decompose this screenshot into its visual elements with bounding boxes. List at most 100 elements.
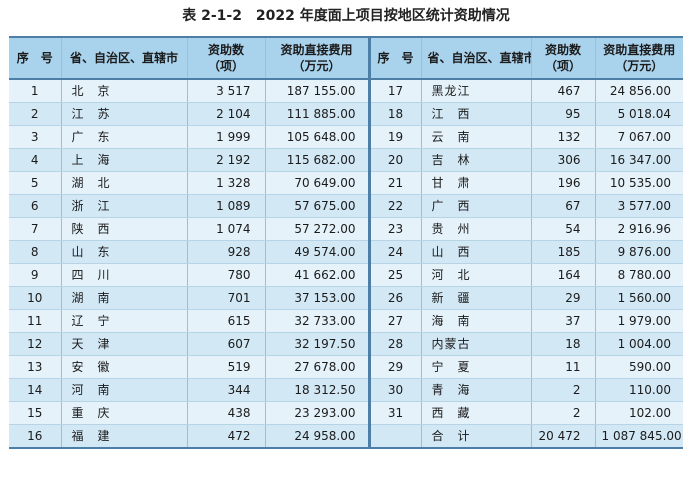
row-province-right: 新 疆 [421, 286, 532, 310]
row-count-right: 132 [531, 125, 596, 149]
row-fee-left: 111 885.00 [265, 102, 371, 126]
row-province-left: 湖 北 [61, 171, 188, 195]
row-province-right: 黑龙江 [421, 79, 532, 103]
row-province-left: 安 徽 [61, 355, 188, 379]
row-province-right: 青 海 [421, 378, 532, 402]
row-count-left: 1 074 [187, 217, 266, 241]
row-count-right: 67 [531, 194, 596, 218]
row-seq-left: 7 [9, 217, 62, 241]
row-seq-right: 20 [369, 148, 422, 172]
funding-by-region-table: 序 号 省、自治区、直辖市 资助数 （项） 资助直接费用 （万元） 序 号 省、… [9, 36, 683, 449]
row-fee-right: 8 780.00 [595, 263, 683, 287]
row-count-right: 11 [531, 355, 596, 379]
header-province-left: 省、自治区、直辖市 [61, 36, 188, 80]
funding-table-container: 序 号 省、自治区、直辖市 资助数 （项） 资助直接费用 （万元） 序 号 省、… [9, 36, 683, 489]
row-province-right: 西 藏 [421, 401, 532, 425]
header-seq-left: 序 号 [9, 36, 62, 80]
row-province-left: 天 津 [61, 332, 188, 356]
row-province-right: 内蒙古 [421, 332, 532, 356]
header-province-right: 省、自治区、直辖市 [421, 36, 532, 80]
row-seq-right: 30 [369, 378, 422, 402]
row-seq-left: 6 [9, 194, 62, 218]
row-seq-right: 31 [369, 401, 422, 425]
row-fee-right: 590.00 [595, 355, 683, 379]
row-count-right: 54 [531, 217, 596, 241]
table-row: 16 福 建 472 24 958.00 合 计 20 472 1 087 845.00 [9, 424, 683, 449]
row-count-left: 1 999 [187, 125, 266, 149]
row-seq-left: 12 [9, 332, 62, 356]
row-fee-left: 27 678.00 [265, 355, 371, 379]
row-count-left: 928 [187, 240, 266, 264]
header-fee-left-line1: 资助直接费用 [280, 43, 353, 57]
table-row: 12 天 津 607 32 197.50 28 内蒙古 18 1 004.00 [9, 332, 683, 356]
row-seq-left: 16 [9, 424, 62, 449]
row-count-right: 164 [531, 263, 596, 287]
row-province-left: 江 苏 [61, 102, 188, 126]
row-province-left: 广 东 [61, 125, 188, 149]
row-fee-left: 32 197.50 [265, 332, 371, 356]
row-fee-right: 1 979.00 [595, 309, 683, 333]
row-seq-left: 5 [9, 171, 62, 195]
row-fee-left: 57 675.00 [265, 194, 371, 218]
row-fee-left: 32 733.00 [265, 309, 371, 333]
row-count-right: 20 472 [531, 424, 596, 449]
row-province-right: 吉 林 [421, 148, 532, 172]
row-count-left: 344 [187, 378, 266, 402]
header-fee-right-line2: （万元） [615, 59, 664, 73]
row-fee-right: 10 535.00 [595, 171, 683, 195]
row-province-right: 海 南 [421, 309, 532, 333]
row-province-right: 云 南 [421, 125, 532, 149]
row-count-right: 306 [531, 148, 596, 172]
row-fee-left: 57 272.00 [265, 217, 371, 241]
row-seq-right: 24 [369, 240, 422, 264]
row-fee-right: 24 856.00 [595, 79, 683, 103]
row-fee-right: 9 876.00 [595, 240, 683, 264]
row-seq-left: 4 [9, 148, 62, 172]
row-fee-left: 41 662.00 [265, 263, 371, 287]
row-province-right: 河 北 [421, 263, 532, 287]
row-count-right: 2 [531, 401, 596, 425]
row-count-right: 196 [531, 171, 596, 195]
row-fee-right: 1 004.00 [595, 332, 683, 356]
header-seq-right: 序 号 [369, 36, 422, 80]
row-count-left: 615 [187, 309, 266, 333]
row-count-left: 701 [187, 286, 266, 310]
row-fee-right: 102.00 [595, 401, 683, 425]
header-fee-right-line1: 资助直接费用 [603, 43, 676, 57]
table-row: 10 湖 南 701 37 153.00 26 新 疆 29 1 560.00 [9, 286, 683, 310]
table-row: 14 河 南 344 18 312.50 30 青 海 2 110.00 [9, 378, 683, 402]
table-row: 11 辽 宁 615 32 733.00 27 海 南 37 1 979.00 [9, 309, 683, 333]
table-title: 表 2-1-2 2022 年度面上项目按地区统计资助情况 [182, 8, 510, 24]
row-seq-left: 8 [9, 240, 62, 264]
row-seq-right: 26 [369, 286, 422, 310]
row-count-left: 780 [187, 263, 266, 287]
header-fee-left-line2: （万元） [292, 59, 341, 73]
header-count-right-line1: 资助数 [544, 43, 581, 57]
table-header-row: 序 号 省、自治区、直辖市 资助数 （项） 资助直接费用 （万元） 序 号 省、… [9, 36, 683, 80]
row-fee-right: 7 067.00 [595, 125, 683, 149]
row-count-left: 519 [187, 355, 266, 379]
row-fee-left: 37 153.00 [265, 286, 371, 310]
row-seq-right: 19 [369, 125, 422, 149]
row-seq-left: 13 [9, 355, 62, 379]
row-seq-right: 27 [369, 309, 422, 333]
row-fee-left: 187 155.00 [265, 79, 371, 103]
row-count-left: 3 517 [187, 79, 266, 103]
row-seq-left: 9 [9, 263, 62, 287]
row-seq-right: 18 [369, 102, 422, 126]
row-fee-right: 110.00 [595, 378, 683, 402]
row-count-left: 1 328 [187, 171, 266, 195]
row-province-right: 甘 肃 [421, 171, 532, 195]
row-province-left: 河 南 [61, 378, 188, 402]
row-province-right: 江 西 [421, 102, 532, 126]
row-seq-right [369, 424, 422, 449]
row-province-left: 辽 宁 [61, 309, 188, 333]
header-fee-right: 资助直接费用 （万元） [595, 36, 683, 80]
row-count-right: 467 [531, 79, 596, 103]
header-fee-left: 资助直接费用 （万元） [265, 36, 371, 80]
header-count-left: 资助数 （项） [187, 36, 266, 80]
